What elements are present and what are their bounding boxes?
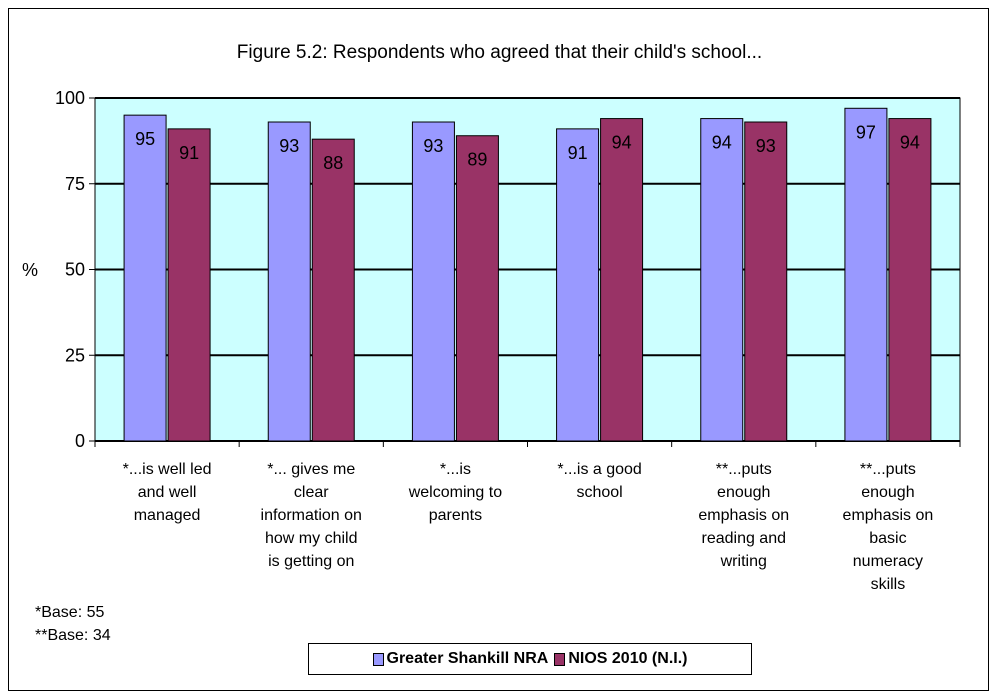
data-label: 91 [568,143,588,163]
data-label: 95 [135,129,155,149]
x-category-label-line: *...is [439,461,471,478]
x-category-label-line: numeracy [852,553,924,570]
x-category-label-line: welcoming to [408,484,503,501]
bar-1-5 [700,118,744,442]
x-category-label-line: school [576,484,623,501]
bar-2-5 [744,121,788,442]
base-note-2: **Base: 34 [35,627,111,644]
bar-1-4 [556,128,600,442]
legend-swatch-series-1 [372,652,384,666]
data-label: 93 [279,136,299,156]
y-tick-label: 100 [55,88,85,108]
legend-item-series-2: NIOS 2010 (N.I.) [554,650,687,668]
x-category-label-line: and well [137,484,197,501]
x-category-label-line: emphasis on [698,507,790,524]
x-category-label-line: enough [861,484,915,501]
x-category-label-line: how my child [265,530,358,547]
y-tick-label: 50 [65,260,85,280]
x-category-label-line: information on [260,507,362,524]
bar-1-1 [123,114,167,442]
data-label: 93 [423,136,443,156]
legend-item-series-1: Greater Shankill NRA [372,650,549,668]
x-category-label-line: enough [717,484,771,501]
x-category-label-line: *...is well led [122,461,212,478]
y-tick-label: 25 [65,345,85,365]
bar-2-1 [167,128,211,442]
x-category-label-line: is getting on [268,553,355,570]
data-label: 94 [900,133,920,153]
x-category-label: **...puts enough emphasis on basic numeracy s… [818,458,958,596]
data-label: 88 [323,153,343,173]
legend: Greater Shankill NRA NIOS 2010 (N.I.) [308,643,752,675]
base-note-1: *Base: 55 [35,604,105,621]
y-axis-label: % [22,260,39,280]
x-category-label: *...is welcoming to parents [385,458,525,527]
x-category-label-line: writing [720,553,767,570]
x-category-label-line: parents [428,507,483,524]
y-tick-label: 0 [75,431,85,451]
x-category-label-line: reading and [701,530,786,547]
data-label: 93 [756,136,776,156]
legend-label-series-2: NIOS 2010 (N.I.) [568,650,688,667]
y-tick-label: 75 [65,174,85,194]
x-category-label-line: **...puts [715,461,772,478]
x-category-label-line: emphasis on [842,507,934,524]
data-label: 97 [856,122,876,142]
x-category-label-line: **...puts [859,461,916,478]
bar-2-4 [600,118,644,442]
x-category-label-line: clear [293,484,329,501]
x-category-label: *... gives me clear information on how my c… [241,458,381,573]
x-category-label: *...is well led and well managed [97,458,237,527]
x-category-label-line: skills [870,576,906,593]
x-category-label: **...puts enough emphasis on reading and wri… [674,458,814,573]
data-label: 94 [712,133,732,153]
bar-1-2 [267,121,311,442]
legend-swatch-series-2 [554,652,566,666]
chart-title: Figure 5.2: Respondents who agreed that … [236,42,763,63]
bar-2-2 [311,138,355,442]
x-category-label-line: *... gives me [267,461,356,478]
x-category-label-line: managed [133,507,201,524]
legend-label-series-1: Greater Shankill NRA [386,650,549,667]
x-category-label-line: *...is a good [557,461,642,478]
bar-1-6 [844,107,888,442]
bar-1-3 [411,121,455,442]
data-label: 91 [179,143,199,163]
bar-2-6 [888,118,932,442]
data-label: 89 [467,150,487,170]
bar-2-3 [455,135,499,442]
data-label: 94 [612,133,632,153]
x-category-label-line: basic [869,530,907,547]
x-category-label: *...is a good school [530,458,670,504]
